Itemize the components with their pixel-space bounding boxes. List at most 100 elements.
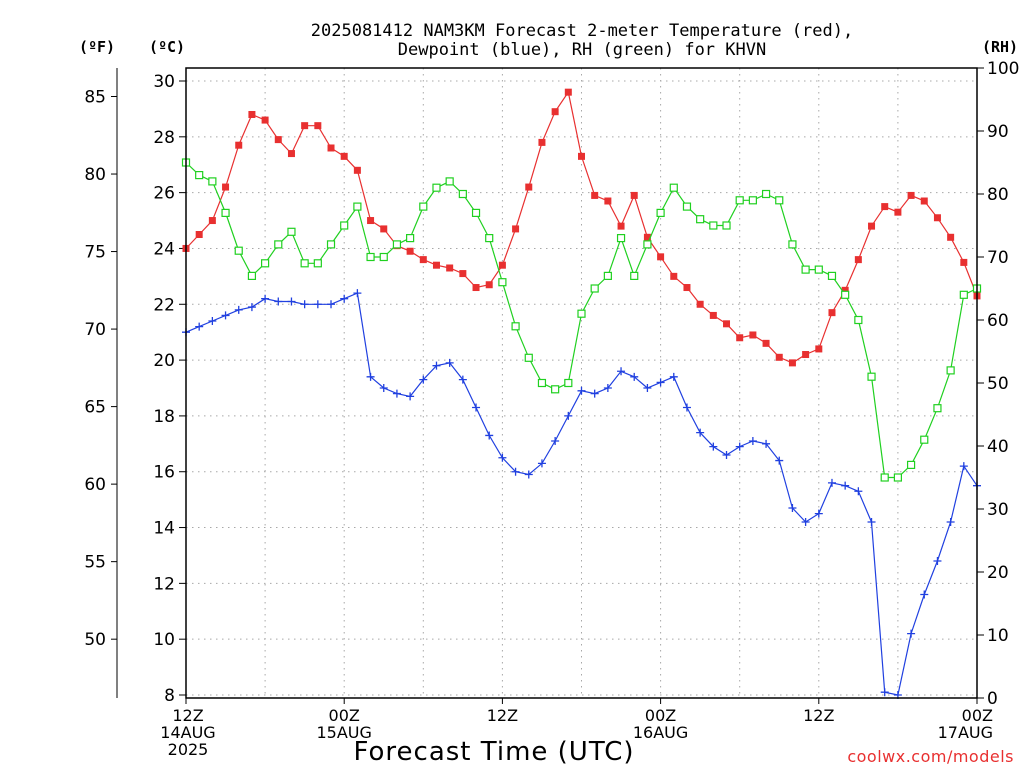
rh-point [524, 353, 533, 362]
series-layer [181, 88, 982, 699]
rh-point [906, 460, 916, 469]
rh-point [630, 271, 639, 280]
rh-tick-label: 50 [987, 374, 1009, 394]
fahrenheit-tick-label: 55 [84, 553, 106, 573]
x-axis-label: Forecast Time (UTC) [353, 737, 634, 767]
dewpoint-point [959, 462, 968, 471]
rh-tick-label: 10 [987, 626, 1009, 646]
temperature-point [933, 214, 941, 222]
rh-point [946, 366, 955, 375]
temperature-point [709, 311, 717, 319]
axis-layer: 8 10 12 14 16 18 20 22 24 26 28 30 50 55 60 65 70 75 80 85 0… [84, 59, 1019, 759]
temperature-point [630, 191, 638, 199]
rh-point [590, 284, 599, 293]
rh-point [709, 221, 718, 230]
temperature-point [301, 122, 309, 130]
dewpoint-point [327, 300, 336, 309]
dewpoint-point [814, 509, 823, 518]
temperature-point [538, 138, 546, 146]
dewpoint-point [577, 386, 586, 395]
rh-point [788, 240, 797, 249]
rh-tick-label: 0 [987, 689, 998, 709]
dewpoint-point [261, 294, 270, 303]
rh-point [854, 315, 863, 325]
dewpoint-point [419, 375, 428, 384]
rh-point [735, 196, 744, 205]
dewpoint-point [827, 478, 836, 487]
temperature-point [894, 208, 902, 216]
temperature-point [604, 197, 612, 205]
temperature-point [222, 183, 230, 191]
x-tick-label: 16AUG [633, 723, 688, 742]
rh-point [893, 473, 903, 482]
temperature-point [841, 286, 849, 294]
celsius-tick-label: 12 [153, 574, 175, 594]
rh-point [379, 252, 388, 262]
rh-tick-label: 60 [987, 311, 1009, 331]
temperature-point [406, 247, 414, 255]
temperature-point [195, 231, 203, 238]
temperature-point [723, 320, 731, 328]
dewpoint-point [748, 437, 757, 446]
rh-point [485, 234, 494, 243]
dewpoint-point [656, 378, 665, 387]
temperature-point [749, 331, 757, 339]
rh-point [577, 309, 586, 318]
dewpoint-point [722, 450, 731, 459]
rh-point [880, 473, 889, 482]
temperature-point [353, 166, 361, 174]
dewpoint-point [537, 459, 546, 468]
rh-point [696, 215, 705, 224]
rh-point [221, 208, 230, 217]
x-tick-label: 00Z [645, 706, 676, 725]
celsius-unit-label: (ºC) [149, 38, 185, 56]
temperature-point [828, 309, 836, 317]
rh-point [313, 259, 322, 268]
rh-tick-label: 90 [987, 122, 1009, 142]
dewpoint-point [458, 375, 467, 384]
celsius-tick-label: 22 [153, 295, 175, 315]
dewpoint-point [340, 294, 349, 303]
temperature-point [261, 116, 269, 124]
fahrenheit-tick-label: 85 [84, 88, 106, 108]
rh-tick-label: 70 [987, 248, 1009, 268]
x-tick-label: 12Z [487, 706, 518, 725]
x-tick-label: 17AUG [938, 723, 993, 742]
dewpoint-point [234, 305, 243, 314]
dewpoint-point [854, 487, 863, 496]
rh-tick-label: 30 [987, 500, 1009, 520]
rh-point [406, 234, 415, 243]
temperature-point [512, 225, 520, 233]
temperature-point [802, 351, 810, 359]
rh-tick-label: 40 [987, 437, 1009, 457]
rh-tick-label: 80 [987, 185, 1009, 205]
dewpoint-point [841, 481, 850, 490]
temperature-point [736, 334, 744, 342]
temperature-point [775, 353, 783, 361]
dewpoint-point [801, 517, 810, 526]
temperature-point [380, 225, 388, 233]
temperature-point [696, 300, 704, 308]
fahrenheit-unit-label: (ºF) [79, 38, 115, 56]
chart-title-line2: Dewpoint (blue), RH (green) for KHVN [398, 40, 766, 60]
rh-point [669, 183, 678, 192]
temperature-point [854, 256, 862, 264]
temperature-point [788, 359, 796, 367]
temperature-point [274, 136, 282, 144]
celsius-tick-label: 10 [153, 630, 175, 650]
x-tick-label: 00Z [329, 706, 360, 725]
rh-point [841, 290, 850, 299]
rh-point [247, 271, 257, 280]
dewpoint-point [867, 517, 876, 526]
temperature-point [578, 152, 585, 160]
fahrenheit-tick-label: 65 [84, 398, 106, 418]
temperature-point [643, 233, 651, 241]
dewpoint-point [379, 384, 388, 392]
dewpoint-point [353, 289, 362, 298]
celsius-tick-label: 14 [153, 519, 175, 539]
grid-layer [186, 68, 977, 698]
dewpoint-point [775, 456, 784, 465]
dewpoint-point [511, 467, 520, 476]
temperature-point [235, 141, 243, 149]
